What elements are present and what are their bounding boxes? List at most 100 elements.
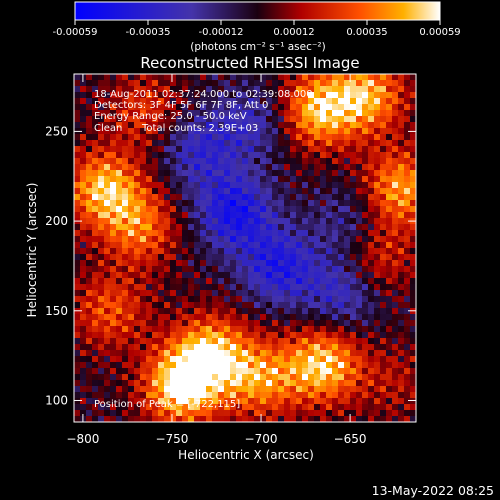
heatmap-cell <box>344 116 351 123</box>
heatmap-cell <box>284 278 291 285</box>
heatmap-cell <box>92 230 99 237</box>
heatmap-cell <box>290 206 297 213</box>
heatmap-cell <box>296 146 303 153</box>
heatmap-cell <box>344 140 351 147</box>
heatmap-cell <box>122 260 129 267</box>
heatmap-cell <box>212 350 219 357</box>
heatmap-cell <box>122 212 129 219</box>
heatmap-cell <box>98 308 105 315</box>
heatmap-cell <box>344 74 351 81</box>
heatmap-cell <box>272 200 279 207</box>
heatmap-cell <box>116 236 123 243</box>
heatmap-cell <box>248 188 255 195</box>
heatmap-cell <box>302 314 309 321</box>
heatmap-cell <box>74 398 81 405</box>
heatmap-cell <box>338 116 345 123</box>
heatmap-cell <box>140 158 147 165</box>
heatmap-cell <box>254 332 261 339</box>
heatmap-cell <box>248 416 255 423</box>
heatmap-cell <box>272 176 279 183</box>
heatmap-cell <box>254 146 261 153</box>
heatmap-cell <box>212 188 219 195</box>
heatmap-cell <box>128 290 135 297</box>
heatmap-cell <box>194 152 201 159</box>
heatmap-cell <box>368 200 375 207</box>
heatmap-cell <box>152 146 159 153</box>
heatmap-cell <box>374 362 381 369</box>
heatmap-cell <box>164 104 171 111</box>
heatmap-cell <box>266 386 273 393</box>
heatmap-cell <box>266 152 273 159</box>
heatmap-cell <box>140 392 147 399</box>
heatmap-cell <box>278 206 285 213</box>
heatmap-cell <box>110 398 117 405</box>
heatmap-cell <box>368 152 375 159</box>
heatmap-cell <box>338 332 345 339</box>
heatmap-cell <box>392 290 399 297</box>
heatmap-cell <box>86 308 93 315</box>
heatmap-cell <box>296 350 303 357</box>
heatmap-cell <box>140 314 147 321</box>
heatmap-cell <box>98 86 105 93</box>
heatmap-cell <box>74 338 81 345</box>
heatmap-cell <box>218 194 225 201</box>
heatmap-cell <box>314 320 321 327</box>
heatmap-cell <box>326 176 333 183</box>
heatmap-cell <box>404 110 411 117</box>
heatmap-cell <box>152 344 159 351</box>
heatmap-cell <box>128 194 135 201</box>
heatmap-cell <box>332 248 339 255</box>
heatmap-cell <box>200 146 207 153</box>
heatmap-cell <box>392 266 399 273</box>
heatmap-cell <box>254 242 261 249</box>
heatmap-cell <box>350 212 357 219</box>
heatmap-cell <box>158 314 165 321</box>
heatmap-cell <box>368 398 375 405</box>
heatmap-cell <box>98 158 105 165</box>
heatmap-cell <box>404 206 411 213</box>
heatmap-cell <box>278 200 285 207</box>
heatmap-cell <box>290 104 297 111</box>
heatmap-cell <box>386 272 393 279</box>
heatmap-cell <box>398 398 405 405</box>
heatmap-cell <box>140 110 147 117</box>
heatmap-cell <box>212 242 219 249</box>
heatmap-cell <box>278 308 285 315</box>
heatmap-cell <box>164 278 171 285</box>
heatmap-cell <box>200 296 207 303</box>
heatmap-cell <box>152 368 159 375</box>
heatmap-cell <box>182 122 189 129</box>
heatmap-cell <box>194 368 201 375</box>
heatmap-cell <box>266 296 273 303</box>
heatmap-cell <box>128 218 135 225</box>
heatmap-cell <box>134 140 141 147</box>
heatmap-cell <box>356 392 363 399</box>
heatmap-cell <box>332 104 339 111</box>
heatmap-cell <box>206 302 213 309</box>
heatmap-cell <box>296 164 303 171</box>
heatmap-cell <box>242 188 249 195</box>
heatmap-cell <box>326 368 333 375</box>
heatmap-cell <box>152 374 159 381</box>
heatmap-cell <box>206 404 213 411</box>
heatmap-cell <box>410 362 417 369</box>
heatmap-cell <box>134 260 141 267</box>
heatmap-cell <box>218 176 225 183</box>
heatmap-cell <box>338 224 345 231</box>
heatmap-cell <box>308 164 315 171</box>
heatmap-cell <box>320 374 327 381</box>
heatmap-cell <box>152 350 159 357</box>
heatmap-cell <box>146 266 153 273</box>
heatmap-cell <box>260 242 267 249</box>
heatmap-cell <box>230 356 237 363</box>
heatmap-cell <box>380 116 387 123</box>
heatmap-cell <box>284 230 291 237</box>
heatmap-cell <box>254 194 261 201</box>
heatmap-cell <box>110 122 117 129</box>
heatmap-cell <box>230 134 237 141</box>
heatmap-cell <box>122 380 129 387</box>
heatmap-cell <box>182 374 189 381</box>
heatmap-cell <box>194 230 201 237</box>
heatmap-cell <box>128 374 135 381</box>
heatmap-cell <box>374 398 381 405</box>
